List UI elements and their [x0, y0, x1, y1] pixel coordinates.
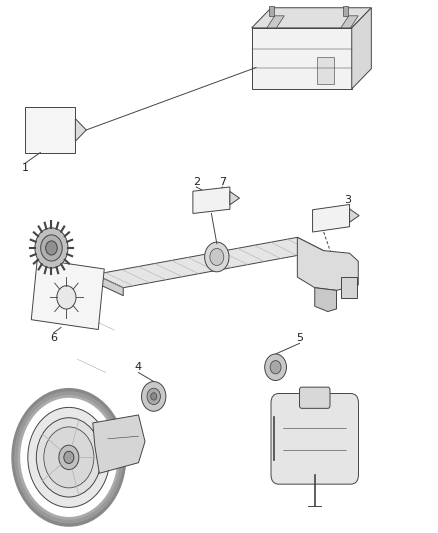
Text: 6: 6 — [50, 333, 57, 343]
Polygon shape — [252, 8, 371, 28]
Circle shape — [41, 235, 62, 261]
Circle shape — [210, 248, 224, 265]
Polygon shape — [252, 28, 352, 89]
Text: 4: 4 — [135, 362, 142, 372]
Circle shape — [205, 242, 229, 272]
Bar — [25, 108, 75, 152]
Circle shape — [44, 427, 94, 488]
Polygon shape — [352, 8, 371, 89]
Bar — [341, 277, 357, 298]
Polygon shape — [95, 237, 323, 288]
Polygon shape — [95, 274, 123, 296]
Polygon shape — [313, 205, 350, 232]
Circle shape — [35, 228, 68, 268]
Circle shape — [147, 388, 160, 405]
Polygon shape — [31, 259, 104, 329]
Circle shape — [36, 418, 101, 497]
Polygon shape — [230, 191, 240, 205]
Text: 5: 5 — [296, 333, 303, 343]
Polygon shape — [93, 415, 145, 473]
Circle shape — [141, 382, 166, 411]
Polygon shape — [315, 288, 336, 312]
Polygon shape — [75, 119, 86, 141]
Circle shape — [151, 393, 157, 400]
Bar — [317, 57, 334, 84]
Polygon shape — [267, 16, 284, 28]
Bar — [269, 6, 274, 16]
Circle shape — [64, 451, 74, 464]
FancyBboxPatch shape — [300, 387, 330, 408]
Polygon shape — [297, 237, 358, 290]
Polygon shape — [341, 16, 358, 28]
Circle shape — [46, 241, 57, 255]
Circle shape — [57, 286, 76, 309]
Circle shape — [59, 445, 79, 470]
Circle shape — [270, 361, 281, 374]
Circle shape — [28, 407, 110, 507]
FancyBboxPatch shape — [271, 393, 358, 484]
Text: 7: 7 — [219, 176, 226, 187]
Text: 3: 3 — [344, 195, 351, 205]
Circle shape — [265, 354, 286, 381]
Text: 2: 2 — [193, 176, 200, 187]
Text: 1: 1 — [22, 164, 29, 173]
Polygon shape — [350, 209, 359, 222]
Bar — [343, 6, 348, 16]
Polygon shape — [193, 187, 230, 214]
